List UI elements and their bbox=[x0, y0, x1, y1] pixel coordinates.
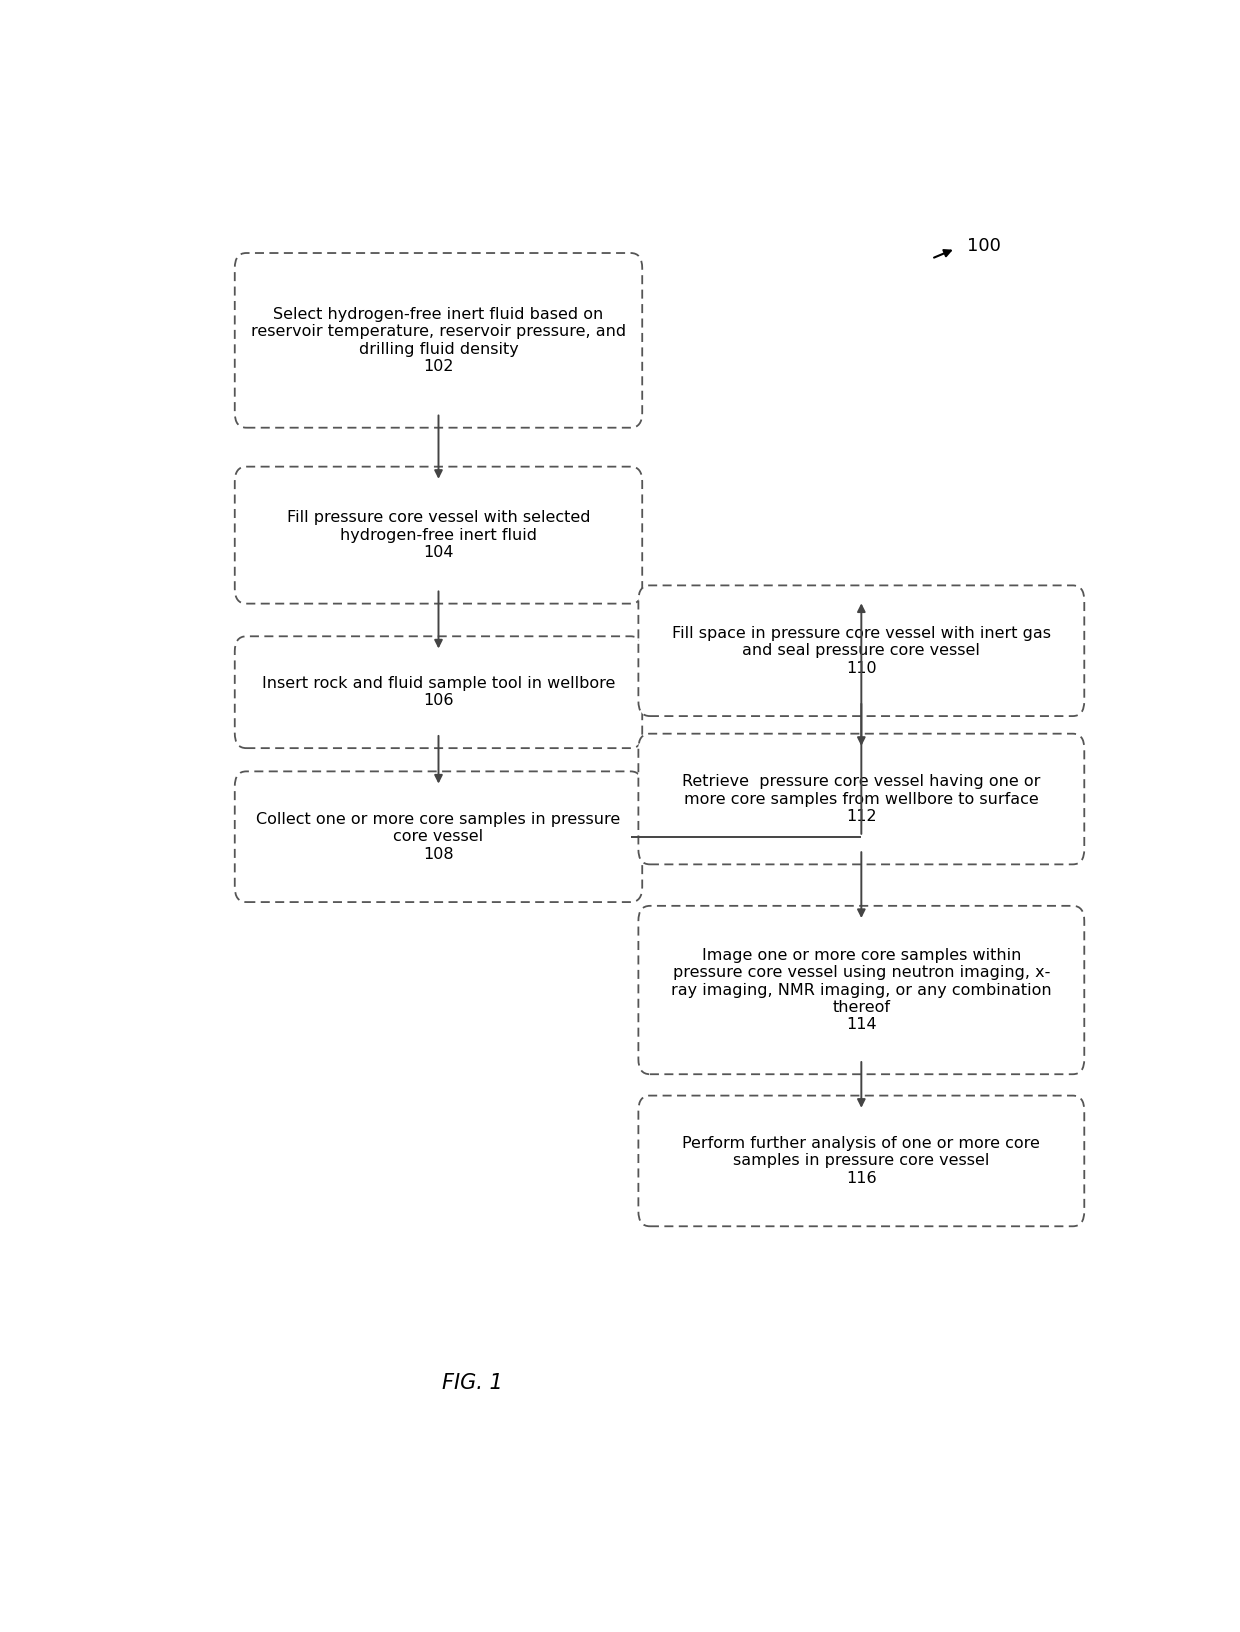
Text: Perform further analysis of one or more core
samples in pressure core vessel
116: Perform further analysis of one or more … bbox=[682, 1136, 1040, 1186]
Text: Select hydrogen-free inert fluid based on
reservoir temperature, reservoir press: Select hydrogen-free inert fluid based o… bbox=[250, 307, 626, 374]
FancyBboxPatch shape bbox=[639, 586, 1084, 716]
FancyBboxPatch shape bbox=[234, 253, 642, 428]
Text: Insert rock and fluid sample tool in wellbore
106: Insert rock and fluid sample tool in wel… bbox=[262, 676, 615, 708]
FancyBboxPatch shape bbox=[639, 734, 1084, 865]
Text: FIG. 1: FIG. 1 bbox=[441, 1374, 502, 1394]
Text: Image one or more core samples within
pressure core vessel using neutron imaging: Image one or more core samples within pr… bbox=[671, 948, 1052, 1033]
FancyBboxPatch shape bbox=[234, 467, 642, 604]
Text: Collect one or more core samples in pressure
core vessel
108: Collect one or more core samples in pres… bbox=[257, 811, 621, 862]
Text: 100: 100 bbox=[967, 237, 1001, 255]
FancyBboxPatch shape bbox=[639, 906, 1084, 1074]
Text: Retrieve  pressure core vessel having one or
more core samples from wellbore to : Retrieve pressure core vessel having one… bbox=[682, 774, 1040, 824]
Text: Fill space in pressure core vessel with inert gas
and seal pressure core vessel
: Fill space in pressure core vessel with … bbox=[672, 625, 1050, 676]
FancyBboxPatch shape bbox=[234, 772, 642, 902]
Text: Fill pressure core vessel with selected
hydrogen-free inert fluid
104: Fill pressure core vessel with selected … bbox=[286, 511, 590, 560]
FancyBboxPatch shape bbox=[234, 636, 642, 747]
FancyBboxPatch shape bbox=[639, 1095, 1084, 1226]
